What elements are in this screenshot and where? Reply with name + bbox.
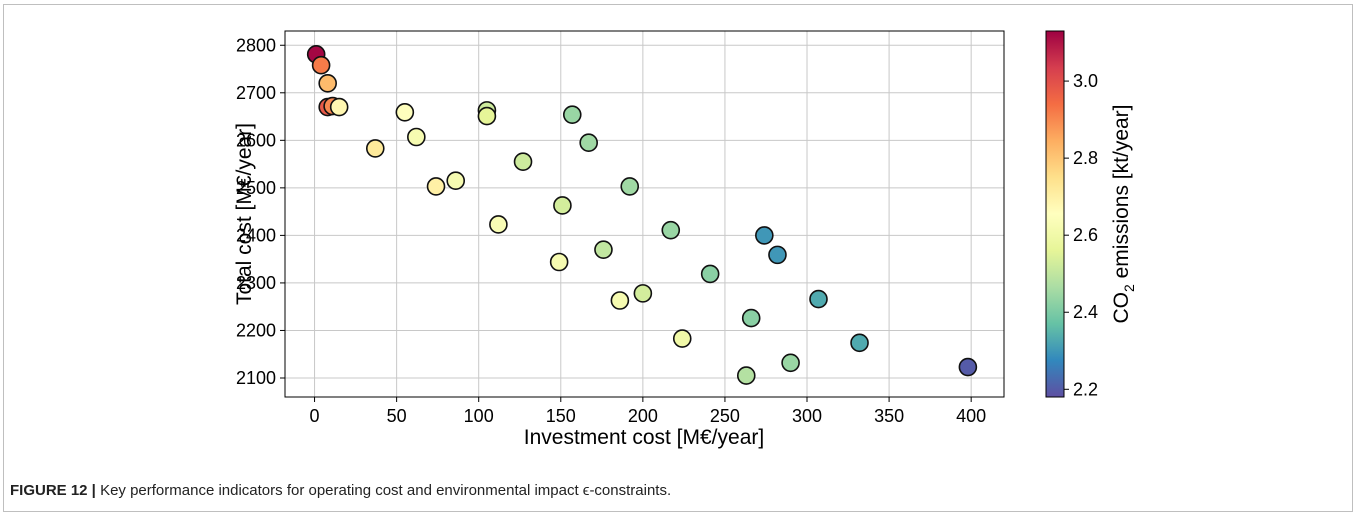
x-tick-label: 250 [710, 406, 740, 426]
y-tick-label: 2800 [236, 35, 276, 55]
colorbar-label-sub: 2 [1121, 284, 1137, 292]
data-points [306, 44, 978, 385]
scatter-point [610, 291, 630, 310]
scatter-point [755, 226, 774, 245]
x-tick-label: 400 [956, 406, 986, 426]
y-tick-label: 2100 [236, 368, 276, 388]
scatter-point [579, 133, 598, 153]
scatter-point [549, 252, 569, 272]
x-axis-ticks: 0 50 100 150 200 250 300 350 400 [310, 397, 986, 426]
figure-caption: FIGURE 12 | Key performance indicators f… [10, 482, 671, 499]
scatter-point [781, 353, 800, 373]
colorbar-label: CO2 emissions [kt/year] [1110, 104, 1137, 323]
y-tick-label: 2300 [236, 273, 276, 293]
scatter-point [768, 245, 787, 265]
scatter-point [477, 106, 497, 126]
y-axis-label: Total cost [M€/year] [233, 123, 256, 305]
y-tick-label: 2600 [236, 130, 276, 150]
colorbar-tick-label: 2.2 [1073, 379, 1098, 399]
scatter-point [700, 264, 720, 284]
x-tick-label: 100 [464, 406, 494, 426]
scatter-point [553, 196, 572, 215]
scatter-point [407, 127, 426, 147]
scatter-point [318, 73, 337, 93]
plot-area [284, 30, 1005, 398]
scatter-point [620, 177, 640, 196]
figure-frame [3, 4, 1353, 512]
scatter-point [633, 284, 653, 303]
scatter-point [562, 105, 582, 124]
y-tick-label: 2400 [236, 225, 276, 245]
scatter-point [958, 357, 978, 377]
scatter-point [446, 171, 466, 191]
scatter-point [329, 97, 349, 117]
colorbar [1045, 30, 1065, 398]
scatter-chart: 0 50 100 150 200 250 300 350 400 2100 2200 2300 240… [233, 30, 1137, 449]
x-axis-label: Investment cost [M€/year] [524, 426, 764, 449]
colorbar-tick-label: 3.0 [1073, 71, 1098, 91]
y-tick-label: 2500 [236, 178, 276, 198]
scatter-point [513, 152, 533, 172]
caption-text: Key performance indicators for operating… [100, 482, 672, 499]
scatter-point [672, 329, 692, 348]
scatter-point [850, 333, 869, 353]
scatter-point [661, 220, 681, 240]
scatter-point [311, 55, 331, 75]
scatter-point [594, 240, 613, 259]
y-axis-ticks: 2100 2200 2300 2400 2500 2600 2700 2800 [236, 35, 285, 388]
colorbar-tick-label: 2.8 [1073, 148, 1098, 168]
x-tick-label: 50 [387, 406, 407, 426]
grid-lines [285, 31, 1004, 397]
scatter-point [395, 102, 415, 122]
y-tick-label: 2200 [236, 320, 276, 340]
colorbar-tick-label: 2.4 [1073, 302, 1098, 322]
x-tick-label: 300 [792, 406, 822, 426]
scatter-point [489, 215, 508, 234]
colorbar-ticks: 2.2 2.4 2.6 2.8 3.0 [1064, 71, 1098, 399]
colorbar-tick-label: 2.6 [1073, 225, 1098, 245]
scatter-point [426, 177, 446, 196]
x-tick-label: 0 [310, 406, 320, 426]
scatter-point [741, 308, 761, 328]
colorbar-label-rest: emissions [kt/year] [1110, 104, 1133, 284]
x-tick-label: 150 [546, 406, 576, 426]
scatter-point [809, 289, 828, 309]
scatter-point [736, 366, 756, 385]
x-tick-label: 200 [628, 406, 658, 426]
colorbar-label-main: CO [1110, 292, 1133, 324]
caption-label: FIGURE 12 | [10, 482, 96, 499]
scatter-point [365, 139, 385, 158]
x-tick-label: 350 [874, 406, 904, 426]
y-tick-label: 2700 [236, 83, 276, 103]
